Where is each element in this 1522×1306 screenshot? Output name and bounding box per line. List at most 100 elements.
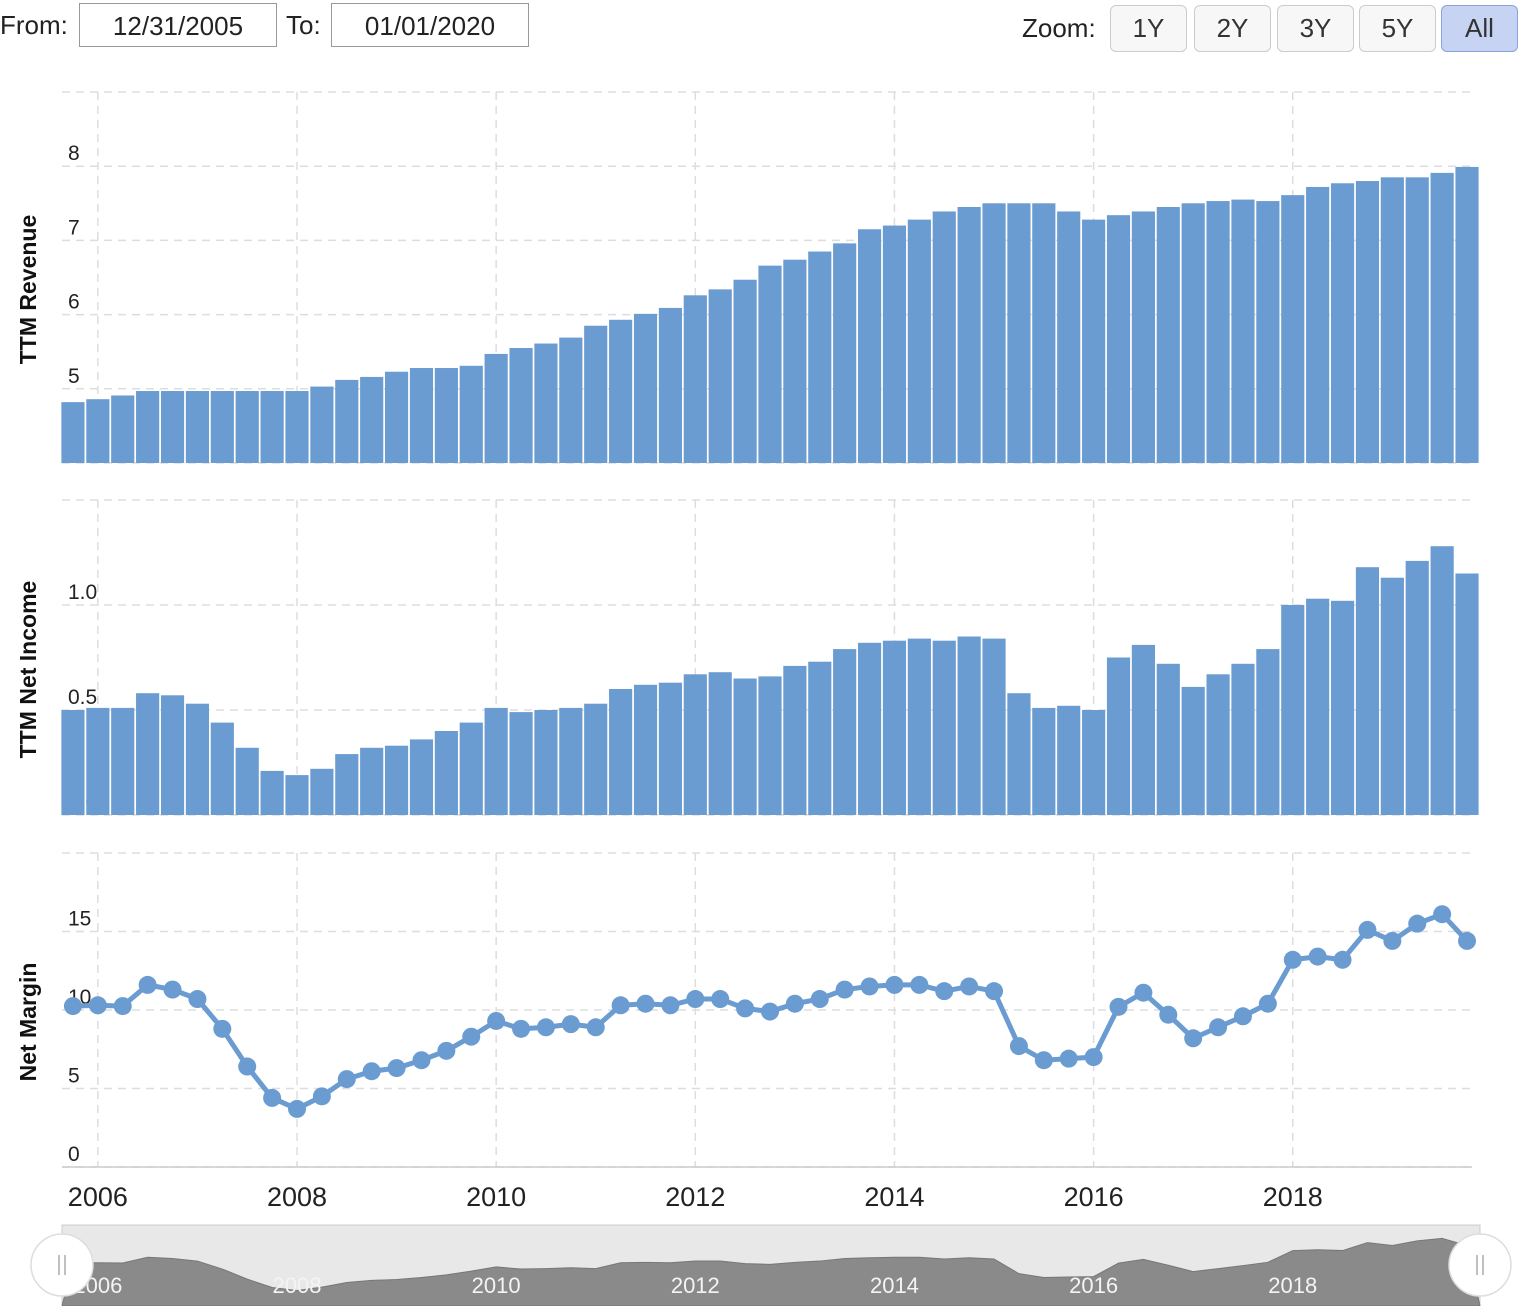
bar [185, 391, 209, 463]
point [512, 1019, 531, 1038]
bar [285, 391, 309, 463]
bar [534, 710, 558, 815]
from-input[interactable]: 12/31/2005 [79, 3, 277, 47]
point [1358, 920, 1377, 939]
point [736, 999, 755, 1018]
bar [758, 676, 782, 815]
point [1034, 1051, 1053, 1070]
bar [61, 710, 85, 815]
bar [633, 684, 658, 815]
zoom-button[interactable]: 1Y [1110, 5, 1187, 52]
point [1408, 914, 1427, 933]
bar [335, 754, 359, 815]
y-axis-label: TTM Revenue [15, 215, 41, 365]
bar [857, 229, 882, 463]
bar [559, 707, 583, 815]
navigator-label: 2018 [1268, 1273, 1317, 1298]
point [686, 990, 705, 1009]
zoom-button[interactable]: 3Y [1277, 5, 1354, 52]
bar [1057, 705, 1081, 815]
point [910, 975, 929, 994]
bar [609, 689, 633, 815]
point [63, 997, 82, 1016]
navigator-label: 2012 [671, 1273, 720, 1298]
point [785, 994, 804, 1013]
bar [907, 219, 931, 463]
navigator-label: 2008 [273, 1273, 322, 1298]
y-tick-label: 5 [68, 1065, 80, 1088]
y-tick-label: 0.5 [68, 686, 97, 709]
navigator-handle[interactable] [1448, 1233, 1512, 1297]
bar [459, 722, 483, 815]
point [487, 1011, 506, 1030]
bar [86, 707, 110, 815]
to-input[interactable]: 01/01/2020 [331, 3, 529, 47]
bar [210, 722, 234, 815]
handle-circle [1448, 1233, 1512, 1297]
y-axis-label: Net Margin [15, 963, 41, 1082]
bar [1181, 686, 1205, 815]
bar [310, 768, 334, 815]
bar [509, 347, 533, 463]
bar [1306, 186, 1330, 463]
point [835, 980, 854, 999]
point [238, 1057, 257, 1076]
bar [1131, 211, 1155, 463]
point [1109, 997, 1128, 1016]
point [860, 977, 879, 996]
point [810, 990, 829, 1009]
point [188, 990, 207, 1009]
navigator-label: 2010 [472, 1273, 521, 1298]
point [760, 1002, 779, 1021]
navigator-handle[interactable] [30, 1233, 94, 1297]
bar [957, 207, 981, 463]
point [1009, 1037, 1028, 1056]
bar [1032, 203, 1056, 464]
y-tick-label: 1.0 [68, 581, 97, 604]
bar [310, 386, 334, 463]
bar [559, 337, 583, 463]
bar [783, 665, 807, 815]
x-tick-label: 2018 [1263, 1182, 1323, 1212]
bar [733, 678, 757, 815]
point [1433, 905, 1452, 924]
bar [957, 636, 981, 815]
bar [733, 279, 757, 463]
navigator-label: 2014 [870, 1273, 919, 1298]
zoom-button[interactable]: All [1441, 5, 1518, 52]
bar [1156, 207, 1180, 463]
bar [1306, 598, 1330, 815]
bar [783, 259, 807, 463]
bar [409, 739, 434, 815]
point [636, 994, 655, 1013]
point [1209, 1018, 1228, 1037]
zoom-button[interactable]: 5Y [1359, 5, 1436, 52]
point [1134, 983, 1153, 1002]
bar [857, 642, 882, 815]
bar [907, 638, 931, 815]
bar [185, 703, 209, 815]
bar [61, 402, 85, 463]
bar [1082, 219, 1106, 463]
point [1159, 1005, 1178, 1024]
bar [484, 353, 508, 463]
bar [160, 695, 185, 815]
bar [683, 295, 707, 463]
bar [385, 371, 409, 463]
bar [335, 379, 359, 463]
point [586, 1018, 605, 1037]
bar [758, 265, 782, 463]
bar [1455, 573, 1479, 815]
point [412, 1051, 431, 1070]
bar [584, 325, 608, 463]
point [1084, 1048, 1103, 1067]
point [1258, 994, 1277, 1013]
y-axis-label: TTM Net Income [15, 581, 41, 759]
bar [658, 307, 682, 463]
point [362, 1062, 381, 1081]
navigator-area [61, 1237, 1481, 1306]
y-tick-label: 8 [68, 142, 80, 165]
zoom-button[interactable]: 2Y [1194, 5, 1271, 52]
point [1059, 1049, 1078, 1068]
point [1184, 1029, 1203, 1048]
